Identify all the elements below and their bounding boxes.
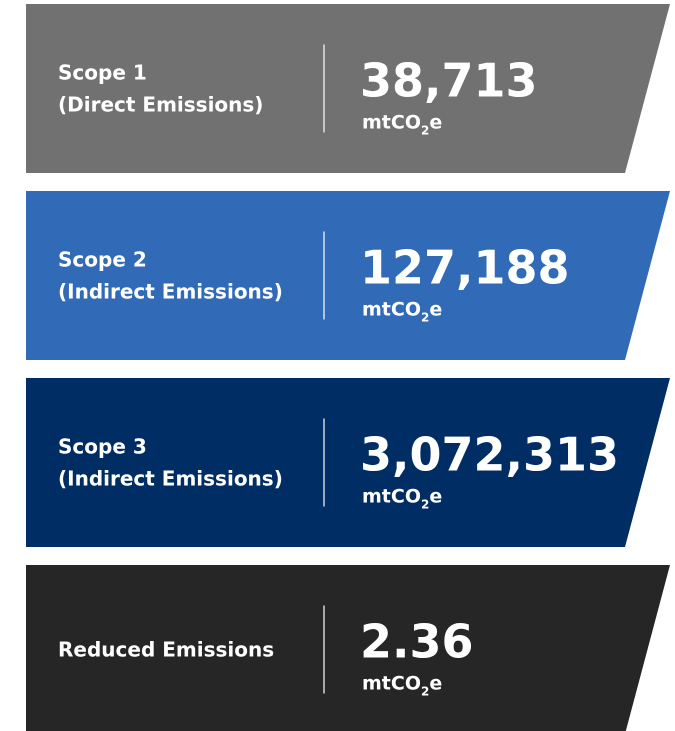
unit-tail: e bbox=[429, 299, 442, 321]
panel-background bbox=[26, 4, 670, 173]
unit-sub: 2 bbox=[421, 498, 429, 512]
unit-sub: 2 bbox=[421, 124, 429, 138]
unit-base: mtCO bbox=[362, 112, 421, 134]
panel-background bbox=[26, 378, 670, 547]
panel-label: Scope 1 bbox=[58, 61, 147, 85]
panel: Scope 1 (Direct Emissions) 38,713 mtCO2e bbox=[26, 4, 670, 173]
unit-base: mtCO bbox=[362, 486, 421, 508]
panel-value: 2.36 bbox=[360, 615, 474, 669]
panel-label: (Indirect Emissions) bbox=[58, 467, 283, 491]
panel-unit: mtCO2e bbox=[362, 486, 442, 512]
panel-unit: mtCO2e bbox=[362, 673, 442, 699]
unit-tail: e bbox=[429, 112, 442, 134]
unit-sub: 2 bbox=[421, 685, 429, 699]
panel-background bbox=[26, 565, 670, 731]
unit-base: mtCO bbox=[362, 299, 421, 321]
unit-tail: e bbox=[429, 673, 442, 695]
panel-label: (Indirect Emissions) bbox=[58, 280, 283, 304]
unit-tail: e bbox=[429, 486, 442, 508]
unit-sub: 2 bbox=[421, 311, 429, 325]
panel-value: 38,713 bbox=[360, 54, 538, 108]
panel: Scope 2 (Indirect Emissions) 127,188 mtCO2e bbox=[26, 191, 670, 360]
panel-label: (Direct Emissions) bbox=[58, 93, 263, 117]
panel-unit: mtCO2e bbox=[362, 112, 442, 138]
panel: Reduced Emissions 2.36 mtCO2e bbox=[26, 565, 670, 731]
panel-unit: mtCO2e bbox=[362, 299, 442, 325]
panel-value: 3,072,313 bbox=[360, 428, 619, 482]
panel-label: Scope 3 bbox=[58, 435, 147, 459]
unit-base: mtCO bbox=[362, 673, 421, 695]
panel-value: 127,188 bbox=[360, 241, 570, 295]
panel-background bbox=[26, 191, 670, 360]
panel: Scope 3 (Indirect Emissions) 3,072,313 mtCO… bbox=[26, 378, 670, 547]
panel-label: Scope 2 bbox=[58, 248, 147, 272]
panel-label: Reduced Emissions bbox=[58, 638, 274, 662]
